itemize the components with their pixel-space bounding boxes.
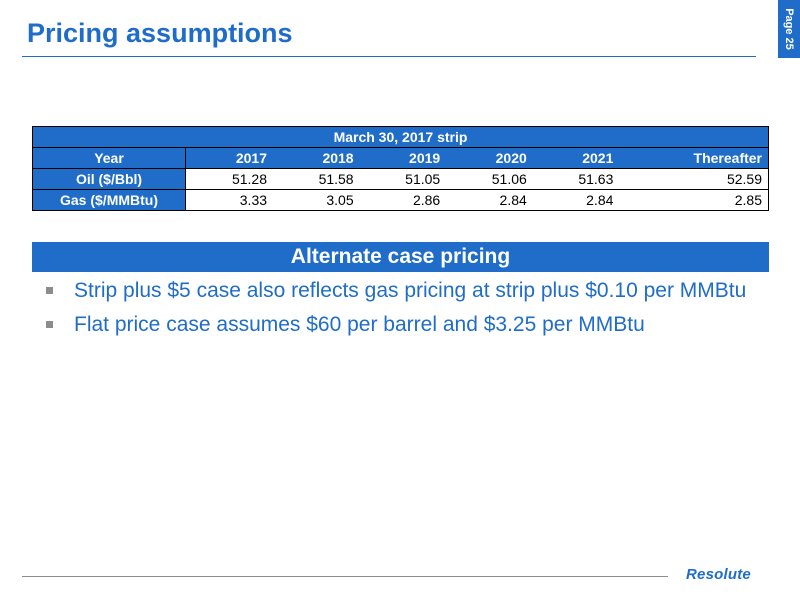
square-bullet-icon (46, 321, 53, 328)
strip-pricing-table: March 30, 2017 strip Year 2017 2018 2019… (32, 126, 770, 211)
table-caption: March 30, 2017 strip (32, 126, 769, 148)
table-cell: 3.05 (273, 189, 360, 211)
year-header: 2019 (359, 147, 447, 169)
list-item: Strip plus $5 case also reflects gas pri… (44, 278, 764, 304)
footer-divider (22, 576, 668, 577)
title-divider (22, 56, 756, 57)
year-header: 2018 (273, 147, 360, 169)
row-label-gas: Gas ($/MMBtu) (32, 189, 186, 211)
table-cell: 2.86 (359, 189, 447, 211)
table-cell: 51.05 (359, 168, 447, 190)
year-header-label: Year (32, 147, 186, 169)
slide-title: Pricing assumptions (27, 18, 293, 48)
page-number-tab: Page 25 (778, 0, 800, 58)
table-cell: 2.84 (532, 189, 620, 211)
bullet-text: Flat price case assumes $60 per barrel a… (74, 313, 645, 336)
table-cell: 51.58 (273, 168, 360, 190)
alternate-case-bullets: Strip plus $5 case also reflects gas pri… (44, 278, 764, 346)
year-header: 2021 (532, 147, 620, 169)
table-cell: 52.59 (619, 168, 770, 190)
table-cell: 51.28 (185, 168, 274, 190)
table-row-oil: Oil ($/Bbl) 51.28 51.58 51.05 51.06 51.6… (32, 168, 770, 190)
list-item: Flat price case assumes $60 per barrel a… (44, 312, 764, 338)
table-row-gas: Gas ($/MMBtu) 3.33 3.05 2.86 2.84 2.84 2… (32, 189, 770, 211)
table-cell: 51.63 (532, 168, 620, 190)
year-header: Thereafter (619, 147, 770, 169)
year-header: 2020 (446, 147, 533, 169)
bullet-text: Strip plus $5 case also reflects gas pri… (74, 279, 747, 302)
table-cell: 51.06 (446, 168, 533, 190)
square-bullet-icon (46, 287, 53, 294)
table-cell: 2.84 (446, 189, 533, 211)
table-cell: 2.85 (619, 189, 770, 211)
resolute-logo: Resolute (686, 566, 751, 583)
table-cell: 3.33 (185, 189, 274, 211)
row-label-oil: Oil ($/Bbl) (32, 168, 186, 190)
page-number-label: Page 25 (783, 8, 795, 50)
year-header: 2017 (185, 147, 274, 169)
alternate-case-heading: Alternate case pricing (32, 242, 769, 272)
